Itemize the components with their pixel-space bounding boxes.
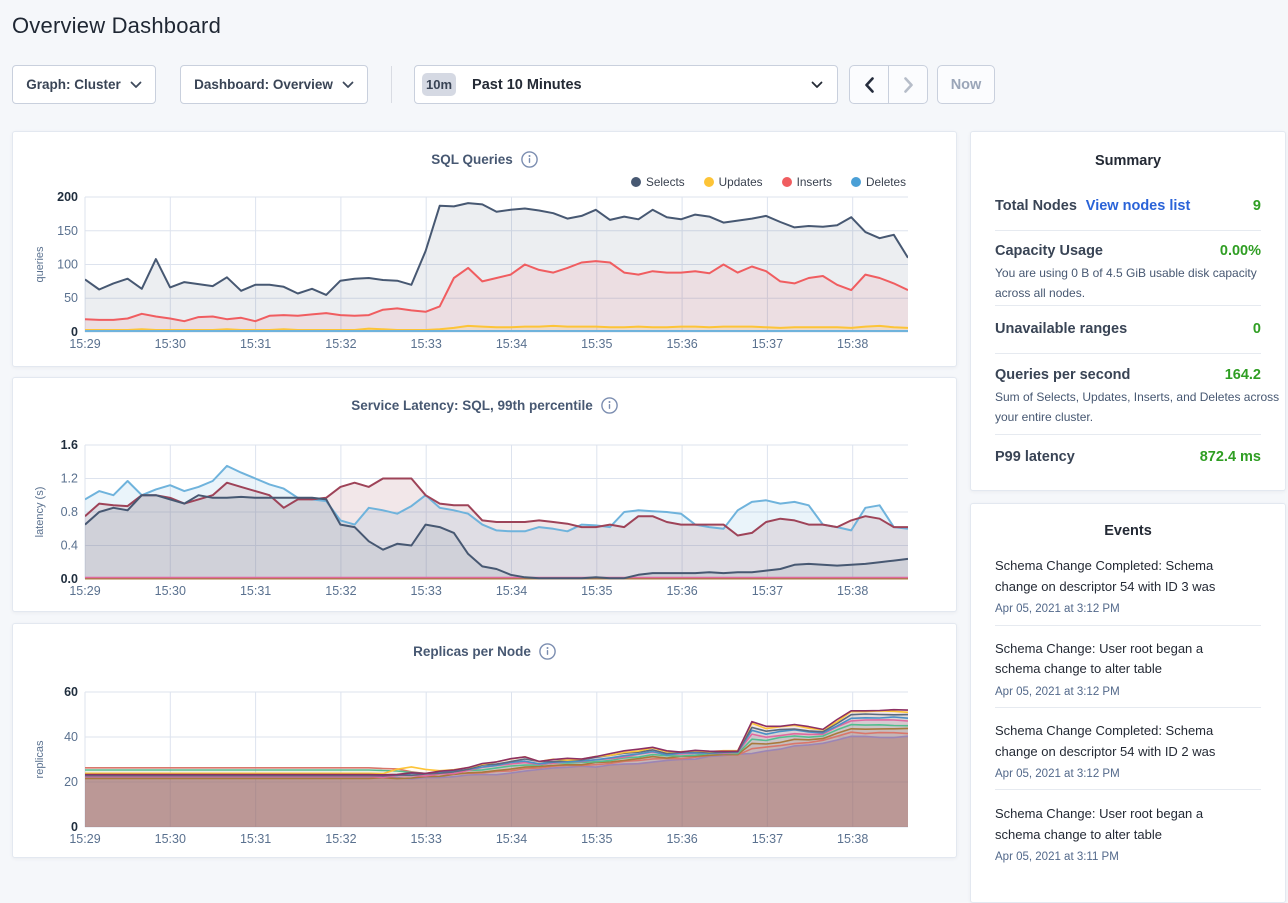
svg-text:15:32: 15:32 — [325, 832, 356, 846]
svg-text:queries: queries — [34, 246, 46, 283]
svg-text:15:35: 15:35 — [581, 584, 612, 598]
svg-text:15:36: 15:36 — [666, 337, 697, 351]
svg-text:15:31: 15:31 — [240, 584, 271, 598]
svg-text:15:32: 15:32 — [325, 337, 356, 351]
svg-text:latency (s): latency (s) — [34, 487, 46, 538]
svg-text:15:37: 15:37 — [752, 337, 783, 351]
svg-text:1.6: 1.6 — [61, 438, 78, 452]
svg-text:40: 40 — [64, 730, 78, 744]
svg-text:100: 100 — [57, 258, 78, 272]
svg-text:15:36: 15:36 — [666, 584, 697, 598]
svg-text:0.0: 0.0 — [61, 572, 78, 586]
svg-text:15:32: 15:32 — [325, 584, 356, 598]
svg-text:15:35: 15:35 — [581, 337, 612, 351]
svg-text:15:29: 15:29 — [69, 337, 100, 351]
svg-text:200: 200 — [57, 190, 78, 204]
svg-text:1.2: 1.2 — [61, 472, 78, 486]
svg-text:15:34: 15:34 — [496, 832, 527, 846]
svg-text:15:38: 15:38 — [837, 337, 868, 351]
svg-text:15:37: 15:37 — [752, 584, 783, 598]
svg-text:15:30: 15:30 — [155, 337, 186, 351]
svg-text:150: 150 — [57, 224, 78, 238]
svg-text:15:29: 15:29 — [69, 832, 100, 846]
svg-text:60: 60 — [64, 685, 78, 699]
svg-text:15:35: 15:35 — [581, 832, 612, 846]
svg-text:0: 0 — [71, 820, 78, 834]
svg-text:15:37: 15:37 — [752, 832, 783, 846]
svg-text:15:33: 15:33 — [411, 337, 442, 351]
svg-text:15:33: 15:33 — [411, 832, 442, 846]
svg-text:15:38: 15:38 — [837, 584, 868, 598]
svg-text:15:34: 15:34 — [496, 584, 527, 598]
svg-text:0: 0 — [71, 325, 78, 339]
svg-text:20: 20 — [64, 775, 78, 789]
svg-text:15:36: 15:36 — [666, 832, 697, 846]
svg-text:15:30: 15:30 — [155, 832, 186, 846]
svg-text:15:31: 15:31 — [240, 337, 271, 351]
svg-text:15:38: 15:38 — [837, 832, 868, 846]
svg-text:0.4: 0.4 — [61, 539, 78, 553]
svg-text:15:29: 15:29 — [69, 584, 100, 598]
svg-text:15:34: 15:34 — [496, 337, 527, 351]
svg-text:15:33: 15:33 — [411, 584, 442, 598]
svg-text:0.8: 0.8 — [61, 505, 78, 519]
svg-text:replicas: replicas — [34, 740, 46, 778]
svg-text:50: 50 — [64, 291, 78, 305]
svg-text:15:31: 15:31 — [240, 832, 271, 846]
svg-text:15:30: 15:30 — [155, 584, 186, 598]
